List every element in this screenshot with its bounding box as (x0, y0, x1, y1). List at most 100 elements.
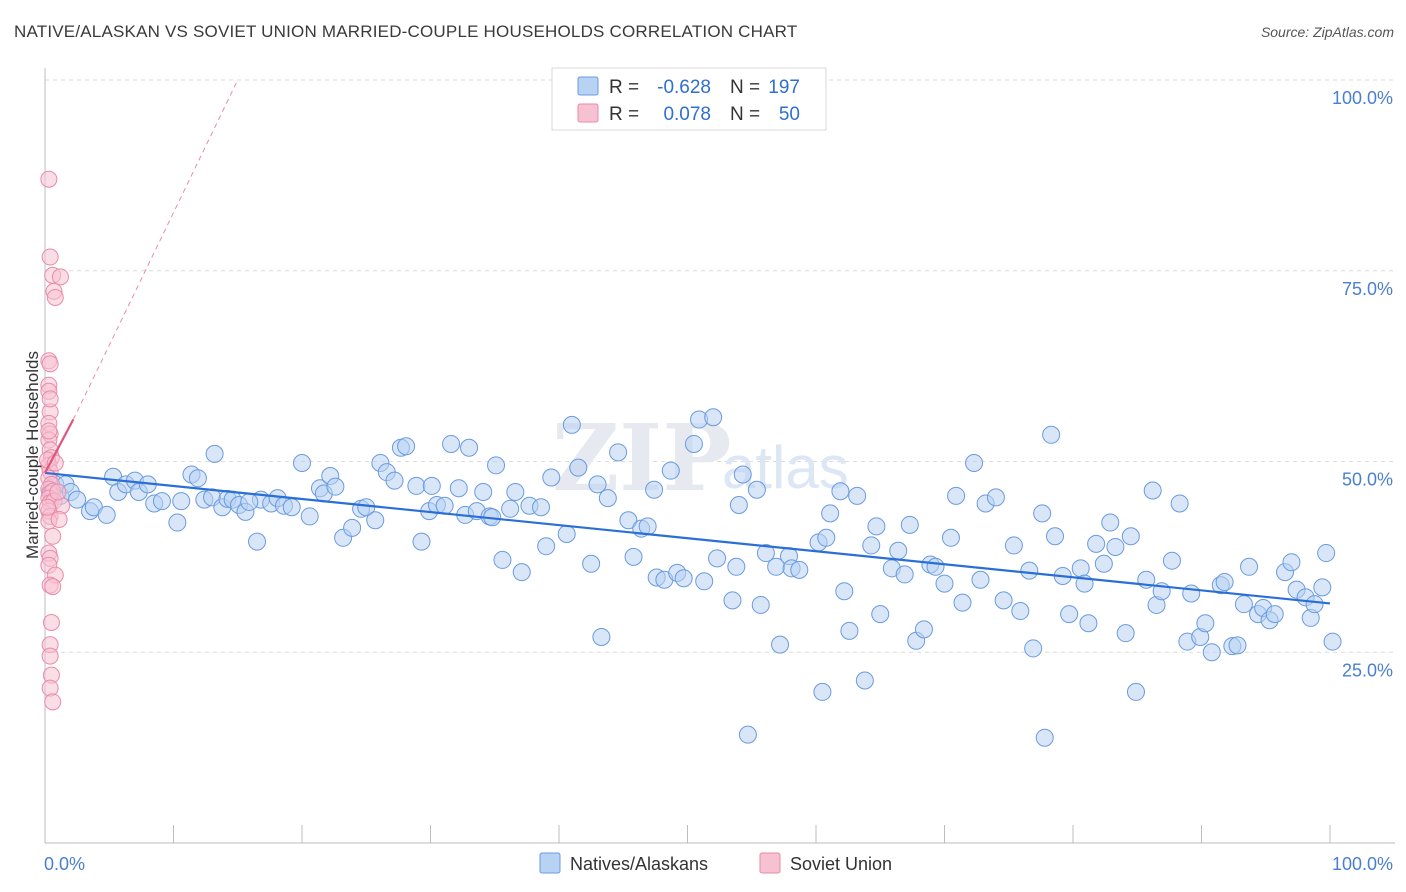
natives-point (953, 593, 972, 612)
natives-point (835, 582, 854, 601)
natives-point (817, 528, 836, 547)
natives-point (397, 437, 416, 456)
natives-point (598, 489, 617, 508)
y-tick-labels: 25.0% 50.0% 75.0% 100.0% (1332, 88, 1393, 680)
natives-point (1228, 636, 1247, 655)
natives-point (1265, 605, 1284, 624)
natives-point (501, 499, 520, 518)
legend-r-label-1: R = (609, 77, 639, 98)
soviet-trend-extension (72, 79, 239, 420)
natives-point (1215, 573, 1234, 592)
natives-point (282, 498, 301, 517)
natives-point (1060, 605, 1079, 624)
natives-point (1313, 578, 1332, 597)
y-tick-label: 100.0% (1332, 88, 1393, 108)
soviet-point (49, 483, 67, 501)
natives-point (848, 486, 867, 505)
natives-point (1094, 554, 1113, 573)
soviet-point (41, 355, 59, 373)
natives-point (661, 461, 680, 480)
natives-point (1079, 614, 1098, 633)
natives-point (343, 518, 362, 537)
soviet-point (50, 510, 68, 528)
natives-point (1234, 595, 1253, 614)
natives-point (168, 513, 187, 532)
natives-point (557, 524, 576, 543)
natives-point (674, 569, 693, 588)
soviet-point (40, 170, 58, 188)
natives-point (435, 496, 454, 515)
soviet-point (39, 498, 57, 516)
natives-point (895, 565, 914, 584)
natives-point (1282, 553, 1301, 572)
natives-point (1046, 527, 1065, 546)
soviet-point (42, 613, 60, 631)
natives-point (562, 415, 581, 434)
natives-point (619, 511, 638, 530)
natives-point (609, 443, 628, 462)
natives-point (592, 627, 611, 646)
legend-box: R = -0.628 N = 197 R = 0.078 N = 50 (551, 67, 827, 131)
natives-point (422, 476, 441, 495)
legend-n-label-1: N = (730, 77, 760, 98)
natives-point (1305, 595, 1324, 614)
natives-point (965, 454, 984, 473)
bottom-legend: Natives/Alaskans Soviet Union (539, 852, 892, 874)
natives-point (1042, 425, 1061, 444)
natives-point (582, 554, 601, 573)
natives-point (855, 671, 874, 690)
natives-point (474, 483, 493, 502)
natives-point (738, 725, 757, 744)
natives-point (172, 492, 191, 511)
natives-point (862, 536, 881, 555)
natives-point (695, 572, 714, 591)
natives-point (971, 570, 990, 589)
natives-point (97, 505, 116, 524)
y-tick-label: 75.0% (1342, 279, 1393, 299)
natives-point (460, 438, 479, 457)
source-label: Source: ZipAtlas.com (1260, 24, 1394, 40)
natives-point (1011, 602, 1030, 621)
soviet-point (41, 248, 59, 266)
natives-point (1101, 513, 1120, 532)
natives-point (947, 486, 966, 505)
legend-n-label-2: N = (730, 104, 760, 125)
natives-point (751, 595, 770, 614)
chart-title: NATIVE/ALASKAN VS SOVIET UNION MARRIED-C… (14, 22, 798, 41)
natives-point (542, 468, 561, 487)
natives-point (723, 591, 742, 610)
natives-point (900, 515, 919, 534)
legend-r-value-2: 0.078 (663, 104, 711, 125)
x-tick-labels: 0.0% 100.0% (44, 854, 1393, 874)
natives-point (926, 557, 945, 576)
natives-point (449, 479, 468, 498)
natives-point (385, 471, 404, 490)
natives-point (487, 456, 506, 475)
natives-point (747, 480, 766, 499)
bottom-legend-swatch-soviet (759, 852, 781, 874)
soviet-point (41, 390, 59, 408)
natives-point (1162, 551, 1181, 570)
natives-point (729, 495, 748, 514)
natives-point (813, 682, 832, 701)
natives-point (1170, 494, 1189, 513)
natives-point (1033, 504, 1052, 523)
natives-point (68, 490, 87, 509)
natives-point (1202, 643, 1221, 662)
natives-point (205, 444, 224, 463)
natives-point (1196, 614, 1215, 633)
natives-point (624, 547, 643, 566)
natives-point (1024, 639, 1043, 658)
natives-point (994, 591, 1013, 610)
bottom-legend-natives: Natives/Alaskans (570, 854, 708, 874)
legend-swatch-natives (577, 76, 599, 96)
soviet-trend-line (44, 419, 75, 474)
soviet-point (41, 647, 59, 665)
y-tick-label: 25.0% (1342, 660, 1393, 680)
natives-point (1182, 584, 1201, 603)
soviet-point (40, 422, 58, 440)
soviet-point (41, 679, 59, 697)
natives-point (588, 475, 607, 494)
natives-point (771, 635, 790, 654)
